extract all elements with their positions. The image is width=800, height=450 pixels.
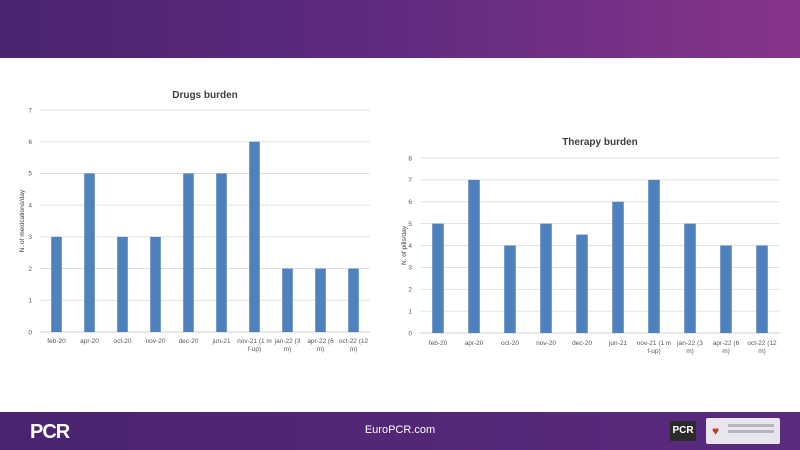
y-tick-label: 5 <box>408 221 412 228</box>
x-tick-label: oct-22 (12 m) <box>339 338 369 353</box>
y-axis-label: N. of pills/day <box>401 225 408 265</box>
bar <box>315 268 326 332</box>
y-tick-label: 1 <box>28 298 32 305</box>
x-tick-label: jan-22 (3 m) <box>676 340 703 355</box>
bar <box>684 223 696 333</box>
x-tick-label: apr-20 <box>80 338 99 345</box>
bar <box>612 201 624 333</box>
x-tick-label: jun-21 <box>608 340 627 347</box>
bar <box>468 179 480 333</box>
x-tick-label: jun-21 <box>211 338 230 345</box>
x-tick-label: feb-20 <box>429 340 448 347</box>
x-tick-label: nov-21 (1 m f-up) <box>637 340 672 355</box>
y-tick-label: 5 <box>28 171 32 178</box>
x-tick-label: oct-22 (12 m) <box>747 340 777 355</box>
x-tick-label: oct-20 <box>113 338 131 345</box>
y-tick-label: 8 <box>408 155 412 162</box>
x-tick-label: apr-22 (6 m) <box>713 340 740 355</box>
x-tick-label: apr-22 (6 m) <box>307 338 334 353</box>
y-tick-label: 1 <box>408 308 412 315</box>
x-tick-label: oct-20 <box>501 340 519 347</box>
y-tick-label: 7 <box>408 177 412 184</box>
drugs-burden-chart: Drugs burden 0 1 2 3 4 5 6 7 N. of meidcations/da… <box>19 90 370 353</box>
footer-band <box>0 412 800 450</box>
bar <box>117 236 128 332</box>
bar <box>576 234 588 333</box>
bar <box>51 236 62 332</box>
y-tick-label: 4 <box>408 243 412 250</box>
y-tick-label: 0 <box>28 329 32 336</box>
heart-icon: ♥ <box>712 424 720 438</box>
x-tick-label: apr-20 <box>465 340 484 347</box>
pcr-badge-logo: PCR <box>670 421 696 441</box>
bar <box>150 236 161 332</box>
bar <box>282 268 293 332</box>
y-tick-label: 2 <box>408 287 412 294</box>
bar <box>84 173 95 332</box>
y-tick-label: 6 <box>28 139 32 146</box>
bar <box>504 245 516 333</box>
x-tick-label: jan-22 (3 m) <box>274 338 301 353</box>
bar <box>432 223 444 333</box>
europcr-logo[interactable]: PCR <box>30 421 70 443</box>
bar <box>216 173 227 332</box>
footer-site-link[interactable]: EuroPCR.com <box>364 424 436 436</box>
bar <box>540 223 552 333</box>
y-tick-label: 7 <box>28 107 32 114</box>
x-tick-label: feb-20 <box>47 338 66 345</box>
x-tick-label: nov-20 <box>146 338 166 345</box>
therapy-burden-chart: Therapy burden 0 1 2 3 4 5 6 7 8 N. of pills/day fe… <box>401 137 780 355</box>
chart-title: Therapy burden <box>562 137 638 148</box>
x-tick-label: dec-20 <box>179 338 199 345</box>
bar <box>648 179 660 333</box>
bar <box>756 245 768 333</box>
bar <box>720 245 732 333</box>
header-band <box>0 0 800 58</box>
bar <box>249 141 260 332</box>
partner-logo-text <box>728 424 774 438</box>
x-tick-label: nov-20 <box>536 340 556 347</box>
x-tick-label: dec-20 <box>572 340 592 347</box>
bar <box>183 173 194 332</box>
y-tick-label: 6 <box>408 199 412 206</box>
y-tick-label: 3 <box>408 265 412 272</box>
y-tick-label: 4 <box>28 202 32 209</box>
bar <box>348 268 359 332</box>
y-tick-label: 3 <box>28 234 32 241</box>
y-tick-label: 0 <box>408 330 412 337</box>
y-axis-label: N. of meidcations/day <box>19 189 26 252</box>
y-tick-label: 2 <box>28 266 32 273</box>
chart-title: Drugs burden <box>172 90 238 101</box>
x-tick-label: nov-21 (1 m f-up) <box>237 338 272 353</box>
